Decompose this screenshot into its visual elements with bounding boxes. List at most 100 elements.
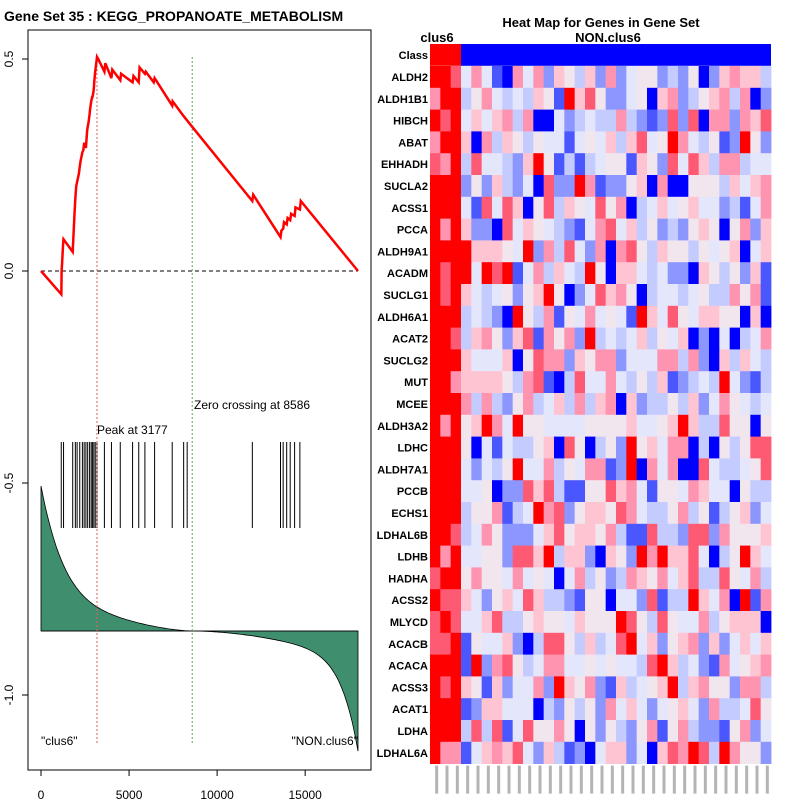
heatmap-cell bbox=[760, 175, 772, 198]
heatmap-cell bbox=[430, 196, 441, 219]
heatmap-cell bbox=[657, 349, 669, 372]
running-es-curve bbox=[40, 53, 359, 298]
heatmap-cell bbox=[574, 66, 586, 89]
heatmap-cell bbox=[688, 676, 700, 699]
heatmap-cell bbox=[657, 414, 669, 437]
heatmap-cell bbox=[450, 502, 462, 525]
heatmap-cell bbox=[636, 87, 648, 110]
heatmap-cell bbox=[430, 175, 441, 198]
heatmap-cell bbox=[461, 502, 472, 525]
heatmap-cell bbox=[626, 393, 638, 416]
heatmap-cell bbox=[554, 349, 565, 372]
heatmap-cell bbox=[440, 502, 452, 525]
heatmap-cell bbox=[430, 131, 441, 154]
heatmap-cell bbox=[678, 153, 689, 176]
heatmap-cell bbox=[574, 545, 586, 568]
heatmap-cell bbox=[657, 741, 669, 764]
heatmap-cell bbox=[626, 131, 638, 154]
heatmap-cell bbox=[512, 414, 524, 437]
heatmap-cell bbox=[533, 153, 545, 176]
heatmap-cell bbox=[543, 698, 555, 721]
heatmap-cell bbox=[678, 436, 689, 459]
heatmap-cell bbox=[502, 218, 514, 241]
heatmap-cell bbox=[740, 611, 751, 634]
heatmap-cell bbox=[574, 458, 586, 481]
heatmap-cell bbox=[554, 109, 565, 132]
heatmap-cell bbox=[585, 218, 596, 241]
heatmap-cell bbox=[678, 458, 689, 481]
heatmap-cell bbox=[595, 109, 607, 132]
heatmap-cell bbox=[657, 218, 669, 241]
heatmap-cell bbox=[729, 131, 741, 154]
heatmap-cell bbox=[719, 436, 731, 459]
heatmap-cell bbox=[564, 131, 576, 154]
heatmap-cell bbox=[440, 262, 452, 285]
heatmap-cell bbox=[564, 240, 576, 263]
heatmap-title: Heat Map for Genes in Gene Set bbox=[502, 15, 700, 30]
heatmap-cell bbox=[574, 741, 586, 764]
heatmap-cell bbox=[564, 676, 576, 699]
heatmap-cell bbox=[636, 720, 648, 743]
heatmap-cell bbox=[481, 458, 493, 481]
heatmap-cell bbox=[512, 676, 524, 699]
heatmap-cell bbox=[533, 87, 545, 110]
heatmap-cell bbox=[709, 654, 720, 677]
heatmap-cell bbox=[564, 393, 576, 416]
heatmap-cell bbox=[760, 654, 772, 677]
x-tick-label: 15000 bbox=[288, 788, 322, 800]
heatmap-cell bbox=[750, 262, 762, 285]
heatmap-cell bbox=[440, 741, 452, 764]
heatmap-cell bbox=[616, 632, 627, 655]
heatmap-cell bbox=[492, 175, 503, 198]
heatmap-cell bbox=[698, 87, 710, 110]
heatmap-cell bbox=[585, 458, 596, 481]
heatmap-cell bbox=[554, 153, 565, 176]
heatmap-cell bbox=[688, 611, 700, 634]
heatmap-cell bbox=[667, 741, 679, 764]
gene-label: LDHA bbox=[397, 726, 428, 738]
heatmap-cell bbox=[750, 196, 762, 219]
heatmap-cell bbox=[564, 589, 576, 612]
heatmap-cell bbox=[533, 458, 545, 481]
heatmap-cell bbox=[729, 632, 741, 655]
heatmap-cell bbox=[740, 262, 751, 285]
gene-label: ALDH2 bbox=[391, 72, 428, 84]
heatmap-cell bbox=[657, 545, 669, 568]
heatmap-cell bbox=[667, 66, 679, 89]
heatmap-cell bbox=[740, 131, 751, 154]
heatmap-cell bbox=[636, 284, 648, 307]
heatmap-cell bbox=[564, 698, 576, 721]
heatmap-cell bbox=[657, 676, 669, 699]
heatmap-cell bbox=[657, 654, 669, 677]
heatmap-cell bbox=[750, 284, 762, 307]
heatmap-cell bbox=[564, 480, 576, 503]
heatmap-cell bbox=[626, 502, 638, 525]
gene-label: SUCLA2 bbox=[384, 181, 428, 193]
heatmap-cell bbox=[595, 720, 607, 743]
heatmap-cell bbox=[657, 523, 669, 546]
heatmap-cell bbox=[595, 196, 607, 219]
heatmap-cell bbox=[430, 305, 441, 328]
heatmap-cell bbox=[709, 589, 720, 612]
heatmap-cell bbox=[647, 66, 658, 89]
heatmap-cell bbox=[523, 240, 534, 263]
heatmap-cell bbox=[564, 458, 576, 481]
heatmap-cell bbox=[523, 436, 534, 459]
class-row-label: Class bbox=[399, 50, 428, 62]
heatmap-cell bbox=[471, 632, 483, 655]
sample-label-mark bbox=[641, 765, 645, 794]
heatmap-cell bbox=[616, 87, 627, 110]
heatmap-cell bbox=[533, 218, 545, 241]
heatmap-cell bbox=[616, 720, 627, 743]
heatmap-cell bbox=[450, 458, 462, 481]
heatmap-cell bbox=[523, 66, 534, 89]
peak-label: Peak at 3177 bbox=[97, 423, 168, 437]
heatmap-cell bbox=[719, 676, 731, 699]
heatmap-cell bbox=[719, 66, 731, 89]
sample-label-mark bbox=[569, 765, 573, 794]
heatmap-cell bbox=[554, 284, 565, 307]
heatmap-cell bbox=[564, 414, 576, 437]
heatmap-cell bbox=[636, 567, 648, 590]
heatmap-cell bbox=[461, 153, 472, 176]
heatmap-cell bbox=[698, 240, 710, 263]
